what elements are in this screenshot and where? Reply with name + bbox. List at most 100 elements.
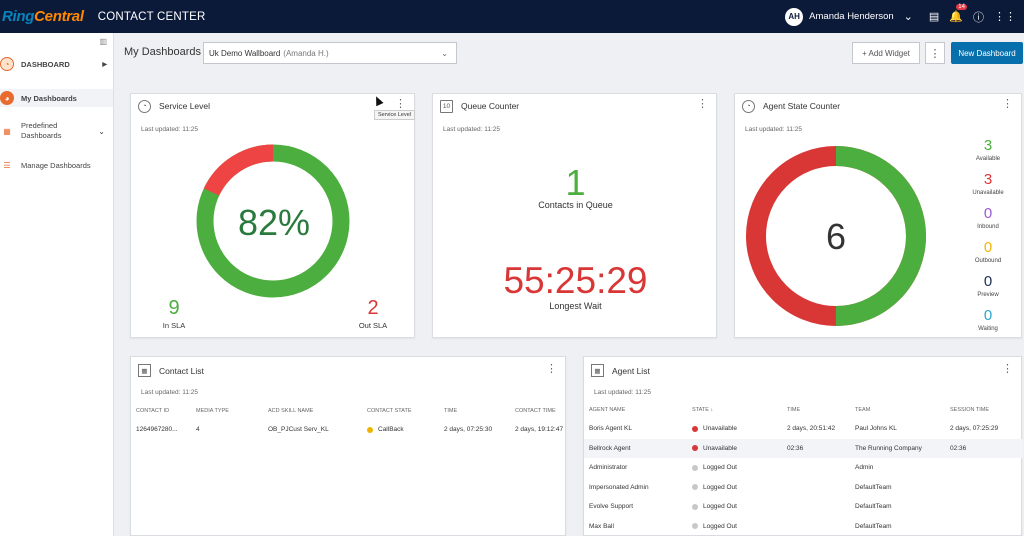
widget-menu-icon[interactable]: ⋮	[697, 98, 708, 110]
widget-header: 10 Queue Counter ⋮	[433, 94, 716, 118]
chevron-down-icon[interactable]: ⌄	[903, 11, 913, 23]
agent-team: DefaultTeam	[855, 483, 892, 491]
agent-name: Bellrock Agent	[589, 444, 631, 452]
table-row[interactable]: Administrator Logged Out Admin	[584, 458, 1023, 478]
contact-list-widget: ▦ Contact List ⋮ Last updated: 11:25 CON…	[130, 356, 566, 536]
last-updated: Last updated: 11:25	[443, 126, 500, 133]
list-icon: ☰	[3, 160, 11, 170]
state-label: Preview	[977, 292, 999, 298]
sidebar-item-dashboard[interactable]: ◔ DASHBOARD ▶	[0, 55, 113, 73]
widget-menu-icon[interactable]: ⋮	[546, 363, 557, 375]
contact-table: CONTACT ID MEDIA TYPE ACD SKILL NAME CON…	[131, 402, 567, 440]
state-count: 0	[983, 307, 993, 324]
avatar[interactable]: AH	[785, 7, 804, 26]
bell-icon[interactable]: 🔔 14	[949, 4, 967, 23]
contact-state: CallBack	[362, 420, 439, 440]
sidebar-item-predefined-dashboards[interactable]: ▦ Predefined Dashboards ⌄	[0, 121, 113, 141]
sidebar-item-label: Predefined Dashboards	[21, 121, 62, 140]
column-header[interactable]: CONTACT STATE	[367, 408, 412, 414]
dashboard-select[interactable]: Uk Demo Wallboard (Amanda H.) ⌄	[203, 42, 457, 64]
switch-app-icon[interactable]: ▤	[928, 11, 940, 23]
widget-menu-icon[interactable]: ⋮	[1002, 363, 1013, 375]
status-dot	[692, 523, 698, 530]
agent-team: Paul Johns KL	[855, 425, 897, 433]
column-header[interactable]: TIME	[444, 408, 458, 414]
state-count: 3	[983, 137, 993, 154]
agent-team: DefaultTeam	[855, 522, 892, 530]
column-header[interactable]: AGENT NAME	[589, 407, 626, 413]
donut-available-segment	[746, 146, 926, 326]
apps-grid-icon[interactable]: ⋮⋮	[994, 11, 1016, 23]
table-row[interactable]: 1264967280... 4 OB_PJCust Serv_KL CallBa…	[131, 420, 567, 440]
widget-header: ▦ Contact List ⋮	[131, 357, 565, 384]
widget-title: Contact List	[159, 365, 204, 376]
column-header[interactable]: MEDIA TYPE	[196, 408, 229, 414]
widget-menu-icon[interactable]: ⋮	[1002, 98, 1013, 110]
sidebar-item-manage-dashboards[interactable]: ☰ Manage Dashboards	[0, 157, 113, 173]
column-header[interactable]: CONTACT ID	[136, 408, 170, 414]
contacts-in-queue-count: 1	[565, 162, 586, 203]
queue-counter-widget: 10 Queue Counter ⋮ Last updated: 11:25 1…	[432, 93, 717, 338]
state-label: Outbound	[974, 258, 1002, 264]
ringcentral-logo[interactable]: RingCentral	[2, 8, 84, 25]
table-row[interactable]: Impersonated Admin Logged Out DefaultTeam	[584, 478, 1023, 498]
collapse-sidebar-icon[interactable]: ▥	[99, 37, 107, 46]
agent-state-label: Logged Out	[703, 483, 737, 491]
agent-time	[782, 458, 850, 478]
add-widget-button[interactable]: + Add Widget	[852, 42, 920, 64]
widget-menu-icon[interactable]: ⋮	[395, 98, 406, 110]
chevron-down-icon: ⌄	[98, 126, 105, 136]
agent-time	[782, 517, 850, 536]
user-name[interactable]: Amanda Henderson	[809, 11, 894, 22]
dashboard-icon: ◔	[0, 57, 14, 71]
tooltip: Service Level	[374, 110, 416, 120]
top-bar: RingCentral CONTACT CENTER AH Amanda Hen…	[0, 0, 1024, 33]
state-label: Unavailable	[972, 190, 1004, 196]
column-header[interactable]: CONTACT TIME	[515, 408, 556, 414]
table-row[interactable]: Evolve Support Logged Out DefaultTeam	[584, 497, 1023, 517]
column-header[interactable]: ACD SKILL NAME	[268, 408, 314, 414]
service-level-donut	[196, 144, 350, 298]
sidebar-item-my-dashboards[interactable]: ◕ My Dashboards	[0, 89, 113, 107]
dashboard-owner: (Amanda H.)	[283, 48, 329, 58]
agent-state: Logged Out	[687, 517, 782, 536]
column-header[interactable]: TIME	[787, 407, 801, 413]
new-dashboard-button[interactable]: New Dashboard	[951, 42, 1023, 64]
agent-team: The Running Company	[855, 444, 922, 452]
agent-team: Admin	[855, 464, 874, 472]
agent-state-label: Logged Out	[703, 522, 737, 530]
table-row[interactable]: Boris Agent KL Unavailable 2 days, 20:51:4…	[584, 419, 1023, 439]
agent-name: Impersonated Admin	[589, 483, 649, 491]
more-options-button[interactable]: ⋮	[925, 42, 945, 64]
state-label: Available	[975, 156, 1001, 162]
status-dot	[692, 503, 698, 510]
status-dot	[692, 425, 698, 432]
contact-state-label: CallBack	[378, 426, 404, 434]
status-dot	[692, 484, 698, 491]
column-header[interactable]: SESSION TIME	[950, 407, 990, 413]
session-time: 2 days, 07:25:29	[950, 425, 999, 433]
session-time	[945, 517, 1023, 536]
table-row[interactable]: Bellrock Agent Unavailable 02:36 The Runnin…	[584, 438, 1023, 458]
widget-title: Agent State Counter	[763, 101, 841, 111]
state-count: 0	[983, 273, 993, 290]
table-row[interactable]: Max Ball Logged Out DefaultTeam	[584, 517, 1023, 536]
widget-header: ◔ Agent State Counter ⋮	[735, 94, 1021, 118]
widget-title: Queue Counter	[461, 101, 520, 111]
agent-table: AGENT NAME STATE ↓ TIME TEAM SESSION TIM…	[584, 401, 1023, 536]
donut-out-sla-segment	[196, 144, 350, 298]
agent-time: 02:36	[787, 444, 804, 452]
agent-name: Administrator	[589, 464, 628, 472]
agent-name: Boris Agent KL	[589, 425, 632, 433]
agent-state: Unavailable	[687, 419, 782, 439]
session-time: 02:36	[950, 444, 967, 452]
table-icon: ▦	[138, 364, 151, 377]
column-header[interactable]: TEAM	[855, 407, 871, 413]
status-dot	[692, 445, 698, 452]
agent-state: Logged Out	[687, 478, 782, 498]
column-header-state[interactable]: STATE ↓	[687, 401, 782, 419]
out-sla-label: Out SLA	[358, 321, 388, 330]
state-count: 0	[983, 205, 993, 222]
in-sla-label: In SLA	[162, 321, 186, 330]
help-icon[interactable]: ⓘ	[973, 11, 984, 24]
